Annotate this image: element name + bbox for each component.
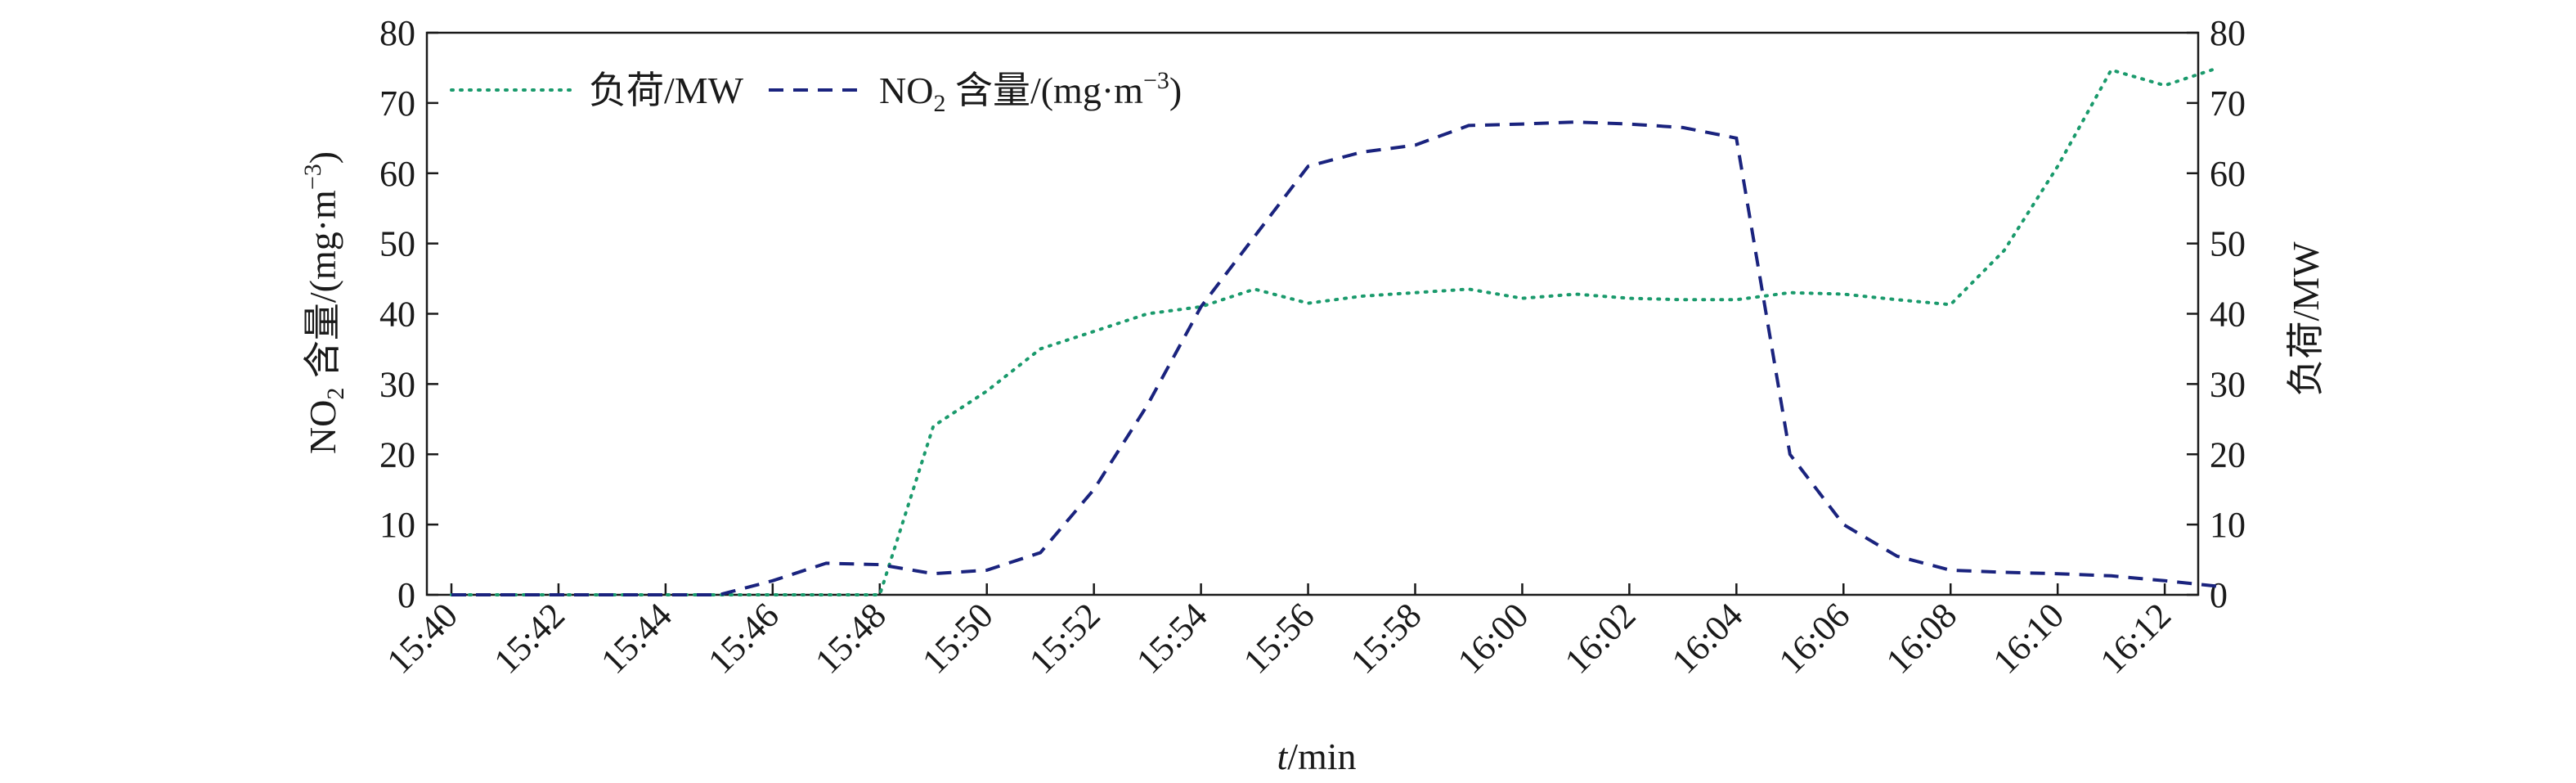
y-tick-label-right: 80 [2210, 13, 2246, 53]
x-tick-label: 15:46 [700, 595, 787, 682]
y-tick-label-left: 30 [379, 364, 415, 404]
y-axis-label-right: 负荷/MW [2285, 241, 2327, 397]
y-tick-label-right: 50 [2210, 224, 2246, 264]
x-tick-label: 15:52 [1021, 595, 1108, 682]
y-axis-label-left: NO2 含量/(mg·m−3) [299, 151, 349, 454]
y-tick-label-right: 0 [2210, 575, 2228, 615]
x-tick-label: 15:42 [486, 595, 572, 682]
x-tick-label: 15:54 [1129, 595, 1215, 682]
x-tick-label: 15:58 [1343, 595, 1429, 682]
y-tick-label-left: 50 [379, 224, 415, 264]
x-tick-label: 16:02 [1557, 595, 1644, 682]
y-tick-label-left: 70 [379, 83, 415, 124]
y-tick-label-right: 60 [2210, 154, 2246, 194]
y-tick-label-left: 20 [379, 434, 415, 475]
y-tick-label-right: 30 [2210, 364, 2246, 404]
x-tick-label: 15:56 [1236, 595, 1322, 682]
x-tick-label: 16:06 [1771, 595, 1858, 682]
series-lines [450, 65, 2220, 596]
x-tick-label: 16:08 [1878, 595, 1965, 682]
x-tick-label: 15:48 [807, 595, 894, 682]
y-tick-label-right: 10 [2210, 505, 2246, 545]
legend-label-load: 负荷/MW [589, 70, 744, 111]
y-tick-label-right: 20 [2210, 434, 2246, 475]
y-tick-label-left: 40 [379, 295, 415, 335]
axis-labels: t/min NO2 含量/(mg·m−3) 负荷/MW [299, 151, 2327, 777]
legend: 负荷/MW NO2 含量/(mg·m−3) [450, 67, 1182, 117]
x-axis-label: t/min [1277, 736, 1356, 777]
x-tick-label: 16:12 [2093, 595, 2179, 682]
y-tick-label-left: 0 [397, 575, 415, 615]
series-line-load [450, 65, 2220, 596]
y-tick-label-left: 80 [379, 13, 415, 53]
series-line-no2 [451, 120, 2219, 596]
y-tick-label-right: 40 [2210, 295, 2246, 335]
legend-label-no2: NO2 含量/(mg·m−3) [879, 67, 1182, 117]
x-tick-label: 16:00 [1450, 595, 1537, 682]
y-tick-label-left: 60 [379, 154, 415, 194]
x-tick-label: 15:40 [379, 595, 466, 682]
y-tick-label-left: 10 [379, 505, 415, 545]
x-tick-label: 15:50 [914, 595, 1001, 682]
x-tick-label: 16:10 [1986, 595, 2072, 682]
y-tick-label-right: 70 [2210, 83, 2246, 124]
plot-frame [425, 31, 2200, 596]
x-tick-label: 15:44 [593, 595, 680, 682]
x-tick-label: 16:04 [1664, 595, 1751, 682]
axes [425, 31, 2200, 596]
